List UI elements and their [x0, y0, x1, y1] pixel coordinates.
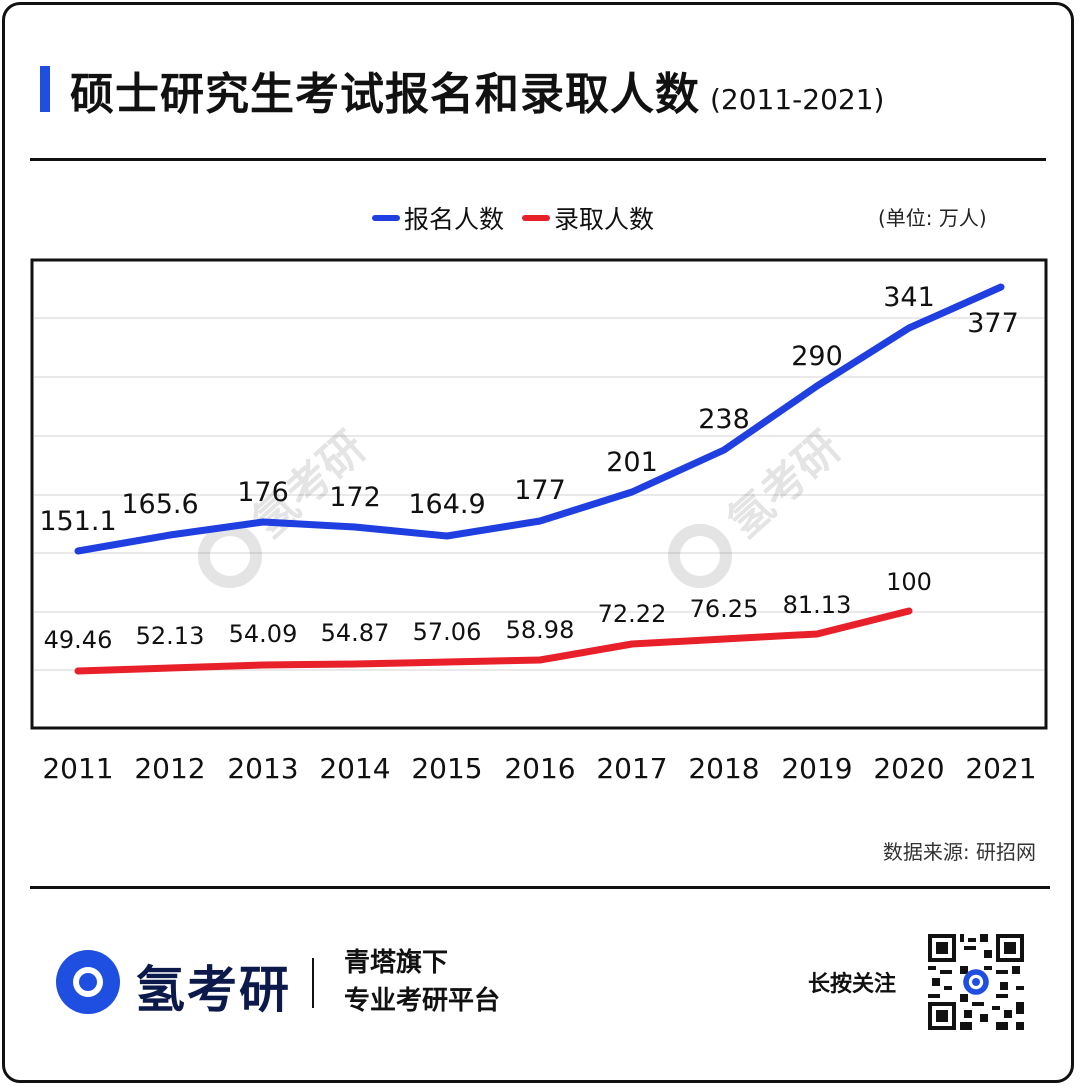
data-label: 72.22: [598, 600, 667, 628]
data-label: 54.09: [229, 620, 298, 648]
gridlines: [34, 317, 1044, 671]
data-source: 数据来源: 研招网: [882, 840, 1036, 864]
x-tick-label: 2013: [227, 752, 298, 785]
footer-divider: [30, 886, 1050, 889]
x-tick-label: 2017: [596, 752, 667, 785]
data-label: 172: [329, 482, 381, 513]
data-label: 341: [883, 282, 935, 313]
series-line-admitted: [74, 607, 913, 675]
page-title: 硕士研究生考试报名和录取人数 (2011-2021): [70, 58, 884, 122]
data-label: 52.13: [136, 622, 205, 650]
tagline-line-2: 专业考研平台: [344, 986, 501, 1016]
data-label: 201: [606, 447, 658, 478]
follow-prompt: 长按关注: [808, 972, 897, 997]
data-label: 238: [698, 404, 750, 435]
line-chart: 氢考研 氢考研 151.1 165.6 176 172 164.9 177 20…: [30, 258, 1048, 785]
data-label: 54.87: [321, 619, 390, 647]
x-tick-label: 2016: [504, 752, 575, 785]
data-label: 100: [886, 568, 932, 596]
brand-name: 氢考研: [135, 961, 291, 1019]
data-label: 57.06: [413, 618, 482, 646]
x-tick-label: 2014: [319, 752, 390, 785]
title-year-range: (2011-2021): [710, 83, 885, 116]
unit-label: (单位: 万人): [878, 206, 987, 230]
data-label: 81.13: [783, 591, 852, 619]
data-label: 49.46: [44, 626, 113, 654]
x-tick-label: 2015: [411, 752, 482, 785]
legend-line-red-icon: [522, 215, 551, 221]
data-label: 290: [791, 341, 843, 372]
legend-label: 录取人数: [554, 205, 655, 234]
x-tick-label: 2011: [42, 752, 113, 785]
data-label: 151.1: [39, 506, 116, 537]
legend-item-admitted: 录取人数: [522, 200, 654, 236]
data-label: 58.98: [506, 616, 575, 644]
data-label: 76.25: [690, 595, 759, 623]
data-label: 176: [237, 477, 289, 508]
title-text: 硕士研究生考试报名和录取人数: [70, 69, 700, 120]
header-divider: [30, 158, 1046, 161]
title-accent-bar: [40, 66, 50, 112]
legend-item-applicants: 报名人数: [372, 200, 504, 236]
x-tick-label: 2019: [781, 752, 852, 785]
x-axis-labels: 2011 2012 2013 2014 2015 2016 2017 2018 …: [42, 752, 1036, 785]
series-line-applicants: [74, 283, 1005, 555]
x-tick-label: 2018: [688, 752, 759, 785]
x-tick-label: 2020: [873, 752, 944, 785]
x-tick-label: 2012: [134, 752, 205, 785]
brand-logo-core: [79, 973, 97, 991]
qr-code-icon[interactable]: [928, 934, 1024, 1030]
x-tick-label: 2021: [965, 752, 1036, 785]
data-label: 165.6: [121, 489, 198, 520]
data-label: 177: [514, 475, 566, 506]
tagline-line-1: 青塔旗下: [344, 948, 449, 978]
brand-logo-icon: [56, 950, 120, 1014]
legend-label: 报名人数: [404, 205, 505, 234]
plot-area: [30, 258, 1048, 730]
data-labels-admitted: 49.46 52.13 54.09 54.87 57.06 58.98 72.2…: [44, 568, 932, 654]
chart-legend: 报名人数 录取人数: [372, 200, 654, 236]
data-label: 164.9: [408, 489, 485, 520]
data-labels-applicants: 151.1 165.6 176 172 164.9 177 201 238 29…: [39, 282, 1018, 537]
legend-line-blue-icon: [372, 215, 400, 221]
brand-tagline: 青塔旗下 专业考研平台: [344, 944, 500, 1020]
data-label: 377: [967, 308, 1019, 339]
footer-vertical-divider: [312, 958, 314, 1008]
